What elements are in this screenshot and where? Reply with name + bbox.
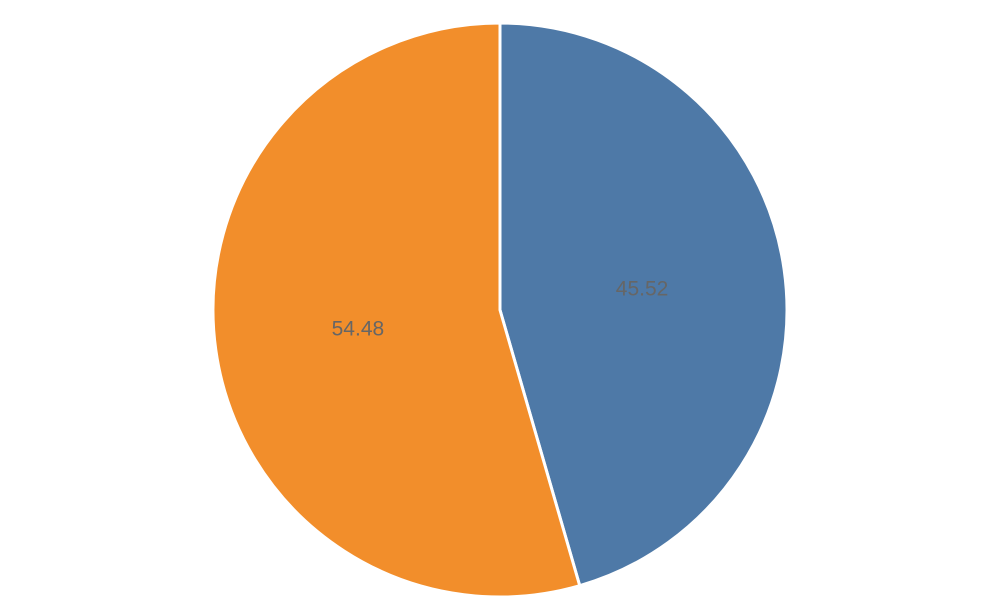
data-label: 45.52 — [616, 277, 669, 300]
data-label: 54.48 — [332, 318, 385, 341]
pie-slice — [211, 21, 582, 599]
pie-slice — [498, 21, 789, 588]
